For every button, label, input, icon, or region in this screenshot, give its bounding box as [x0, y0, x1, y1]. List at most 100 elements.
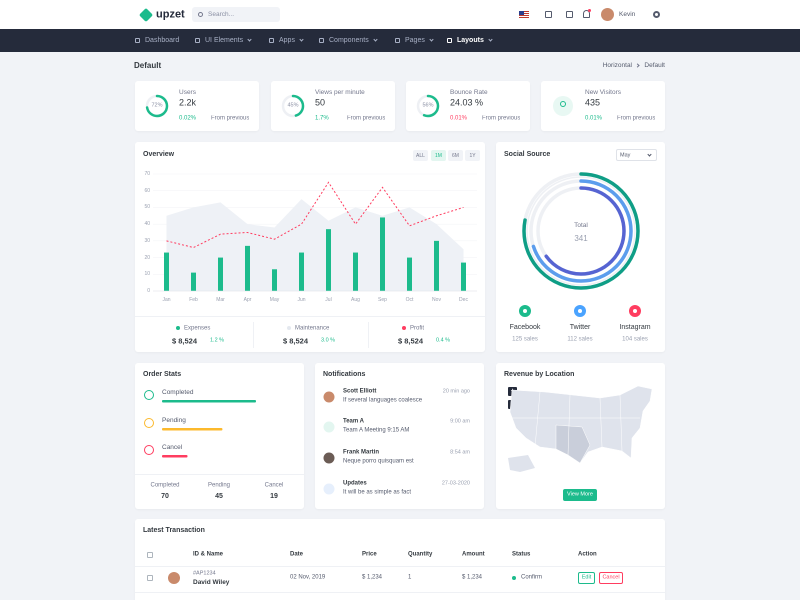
top-icon[interactable] — [545, 11, 552, 18]
y-tick-label: 10 — [144, 271, 150, 278]
flag-canton — [519, 11, 524, 15]
search-box[interactable] — [192, 7, 280, 22]
range-button[interactable] — [448, 150, 463, 161]
stat-change: 0.02% — [179, 115, 197, 122]
x-tick-label: Sep — [378, 297, 387, 303]
stat-value: 435 — [585, 97, 601, 108]
nav-item[interactable]: Dashboard — [145, 36, 180, 44]
order-stats-card — [135, 363, 304, 509]
column-header: Price — [362, 551, 377, 558]
row-avatar — [168, 572, 180, 584]
x-tick-label: Oct — [405, 297, 414, 303]
user-name[interactable]: Kevin — [619, 11, 636, 19]
divider — [135, 566, 665, 567]
stat-note: From previous — [617, 115, 656, 122]
order-title: Order Stats — [143, 370, 182, 378]
range-label: ALL — [416, 152, 425, 159]
view-more-button[interactable] — [563, 489, 597, 501]
x-tick-label: Mar — [216, 297, 225, 303]
stat-note: From previous — [347, 115, 386, 122]
stat-change: 0.01% — [585, 115, 603, 122]
transactions-card — [135, 519, 665, 600]
edit-label[interactable]: Edit — [581, 574, 592, 581]
nav-item[interactable]: Apps — [279, 36, 295, 44]
legend-dot — [176, 326, 180, 330]
range-label: 1Y — [469, 152, 476, 159]
page-title: Default — [134, 61, 162, 71]
legend-name: Profit — [410, 324, 425, 331]
divider — [135, 474, 304, 475]
transaction-id: #AP1234 — [193, 570, 216, 577]
divider — [135, 316, 485, 317]
view-more-label: View More — [567, 491, 593, 498]
filter-value: May — [620, 152, 631, 159]
bell-icon[interactable] — [583, 10, 590, 18]
x-tick-label: Dec — [459, 297, 468, 303]
stat-label: New Visitors — [585, 89, 622, 97]
top-icon[interactable] — [566, 11, 573, 18]
breadcrumb-separator-free[interactable]: Horizontal — [602, 62, 632, 70]
summary-change: 3.0 % — [321, 337, 336, 344]
summary-change: 0.4 % — [436, 337, 451, 344]
nav-item[interactable]: Pages — [405, 36, 425, 44]
edit-button[interactable] — [578, 572, 595, 584]
notification-time: 20 min ago — [442, 388, 470, 395]
breadcrumb-item: Default — [644, 62, 665, 70]
x-tick-label: Jan — [162, 297, 171, 303]
notifications-card — [315, 363, 484, 509]
nav-bar — [0, 29, 800, 52]
nav-icon — [447, 38, 452, 43]
range-button[interactable] — [431, 150, 446, 161]
y-tick-label: 0 — [147, 288, 150, 294]
nav-item[interactable]: Layouts — [457, 36, 484, 44]
breadcrumb-separator — [635, 63, 640, 68]
column-header: Date — [290, 551, 304, 558]
nav-item[interactable]: UI Elements — [205, 36, 244, 44]
cancel-label[interactable]: Cancel — [602, 574, 620, 581]
divider — [253, 322, 254, 348]
cancel-button[interactable] — [599, 572, 623, 584]
source-sales: 125 sales — [512, 336, 538, 343]
source-sales: 104 sales — [622, 336, 648, 343]
x-tick-label: May — [269, 297, 280, 303]
transaction-amount: $ 1,234 — [462, 574, 483, 581]
nav-item[interactable]: Components — [329, 36, 369, 44]
x-tick-label: Feb — [189, 297, 198, 303]
transaction-quantity: 1 — [408, 574, 412, 581]
stat-label: Views per minute — [315, 89, 365, 97]
header-checkbox[interactable] — [147, 552, 153, 558]
avatar[interactable] — [601, 8, 614, 21]
legend-dot — [402, 326, 406, 330]
column-header: Quantity — [408, 551, 433, 558]
order-name: Completed — [162, 389, 194, 397]
stat-ring-label: 72% — [151, 102, 163, 109]
notification-time: 8:54 am — [450, 449, 470, 456]
stat-note: From previous — [482, 115, 521, 122]
flag-icon — [519, 11, 529, 18]
transaction-name: David Wiley — [193, 579, 230, 587]
notification-name: Team A — [343, 418, 365, 425]
social-card — [496, 142, 665, 352]
column-header: Action — [578, 551, 597, 558]
range-button[interactable] — [413, 150, 428, 161]
row-checkbox[interactable] — [147, 575, 153, 581]
y-tick-label: 60 — [144, 187, 150, 194]
legend-name: Maintenance — [295, 324, 330, 331]
notification-text: Team A Meeting 9:15 AM — [343, 427, 410, 434]
order-summary-value: 70 — [161, 492, 169, 500]
order-name: Pending — [162, 417, 186, 425]
zoom-label: + — [510, 387, 515, 394]
filter-select[interactable] — [616, 149, 657, 161]
transactions-title: Latest Transaction — [143, 526, 205, 534]
notification-time: 27-03-2020 — [441, 480, 470, 487]
y-tick-label: 70 — [144, 171, 150, 177]
top-bar — [0, 0, 800, 29]
range-button[interactable] — [465, 150, 480, 161]
stat-label: Users — [179, 89, 196, 97]
summary-change: 1.2 % — [210, 337, 225, 344]
summary-total: $ 8,524 — [172, 336, 198, 346]
gear-icon[interactable] — [653, 11, 660, 18]
stat-note: From previous — [211, 115, 250, 122]
notification-time: 9:00 am — [450, 418, 470, 425]
